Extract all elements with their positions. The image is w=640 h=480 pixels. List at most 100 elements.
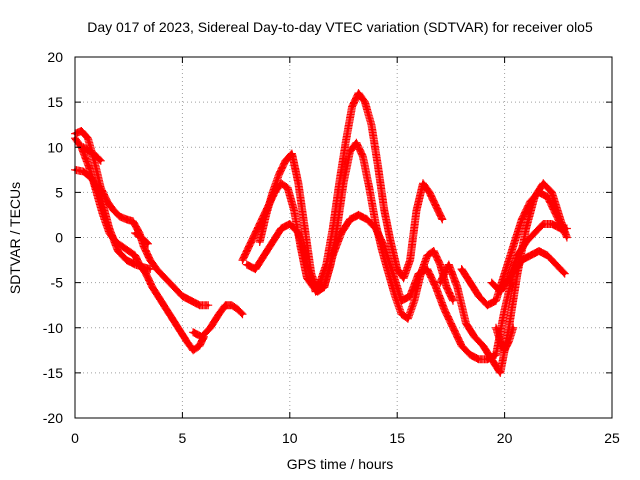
- data-point: [503, 272, 507, 276]
- data-point: [146, 242, 150, 246]
- data-point: [406, 317, 410, 321]
- data-point: [515, 272, 519, 276]
- data-point: [258, 240, 262, 244]
- y-tick-label: 15: [47, 94, 63, 110]
- data-point: [155, 267, 159, 271]
- series-track-8: [255, 138, 457, 323]
- x-tick-label: 25: [604, 430, 620, 446]
- data-point: [331, 226, 335, 230]
- data-point: [279, 181, 283, 185]
- data-point: [391, 272, 395, 276]
- data-point: [279, 226, 283, 230]
- data-point: [546, 195, 550, 199]
- data-point: [230, 303, 234, 307]
- data-point: [150, 285, 154, 289]
- data-point: [490, 357, 494, 361]
- data-point: [303, 226, 307, 230]
- data-point: [445, 285, 449, 289]
- data-point: [528, 199, 532, 203]
- data-point: [342, 181, 345, 185]
- axis-ticks: [74, 56, 613, 419]
- data-point: [339, 231, 343, 235]
- series-track-3: [71, 165, 155, 274]
- data-point: [507, 339, 511, 343]
- data-point: [354, 141, 358, 145]
- data-point: [142, 245, 146, 249]
- data-point: [515, 254, 519, 258]
- data-point: [290, 152, 294, 156]
- data-point: [468, 353, 472, 357]
- data-series: [71, 89, 571, 377]
- data-point: [376, 163, 380, 167]
- data-point: [277, 172, 281, 176]
- data-point: [503, 308, 507, 312]
- data-point: [271, 190, 275, 194]
- series-track-6: [189, 301, 247, 341]
- data-point: [133, 263, 137, 267]
- data-point: [79, 129, 83, 133]
- series-markers: [242, 210, 569, 364]
- data-point: [133, 231, 137, 235]
- data-point: [357, 213, 361, 217]
- data-point: [223, 303, 227, 307]
- data-point: [382, 208, 386, 212]
- data-point: [107, 226, 111, 230]
- data-point: [460, 344, 464, 348]
- data-point: [468, 281, 472, 285]
- series-track-4: [79, 143, 105, 165]
- data-point: [148, 258, 152, 262]
- data-point: [200, 335, 204, 339]
- data-point: [168, 312, 172, 316]
- data-point: [451, 326, 455, 330]
- data-point: [86, 136, 90, 140]
- data-point: [247, 245, 251, 249]
- data-point: [116, 249, 120, 253]
- data-point: [127, 249, 131, 253]
- data-point: [425, 267, 429, 271]
- x-tick-label: 15: [389, 430, 405, 446]
- data-point: [507, 276, 511, 280]
- data-point: [148, 267, 152, 271]
- data-point: [464, 321, 468, 325]
- data-point: [88, 150, 92, 154]
- data-point: [415, 208, 419, 212]
- data-point: [264, 213, 268, 217]
- data-point: [217, 312, 221, 316]
- series-markers: [71, 165, 155, 274]
- data-point: [92, 159, 96, 163]
- data-point: [427, 190, 431, 194]
- data-point: [208, 326, 212, 330]
- data-point: [120, 245, 124, 249]
- data-point: [82, 170, 86, 174]
- data-point: [331, 254, 335, 258]
- data-point: [438, 281, 442, 285]
- data-point: [412, 299, 416, 303]
- data-point: [118, 215, 122, 219]
- data-point: [82, 145, 86, 149]
- data-point: [198, 344, 202, 348]
- data-point: [125, 217, 129, 221]
- data-point: [318, 281, 322, 285]
- chart-title: Day 017 of 2023, Sidereal Day-to-day VTE…: [87, 19, 593, 35]
- data-point: [191, 348, 195, 352]
- data-point: [348, 217, 352, 221]
- data-point: [262, 254, 266, 258]
- data-point: [537, 190, 541, 194]
- data-point: [159, 299, 163, 303]
- y-tick-labels: -20 -15 -10 -5 0 5 10 15 20: [43, 49, 63, 426]
- y-tick-label: -5: [51, 275, 64, 291]
- x-tick-label: 10: [282, 430, 298, 446]
- data-point: [271, 240, 275, 244]
- data-point: [511, 245, 515, 249]
- data-point: [477, 294, 481, 298]
- data-point: [563, 272, 567, 276]
- data-point: [395, 267, 399, 271]
- data-point: [432, 249, 436, 253]
- data-point: [335, 226, 339, 230]
- data-point: [94, 154, 98, 158]
- data-point: [425, 254, 429, 258]
- data-point: [408, 258, 412, 262]
- data-point: [296, 181, 300, 185]
- data-point: [241, 312, 245, 316]
